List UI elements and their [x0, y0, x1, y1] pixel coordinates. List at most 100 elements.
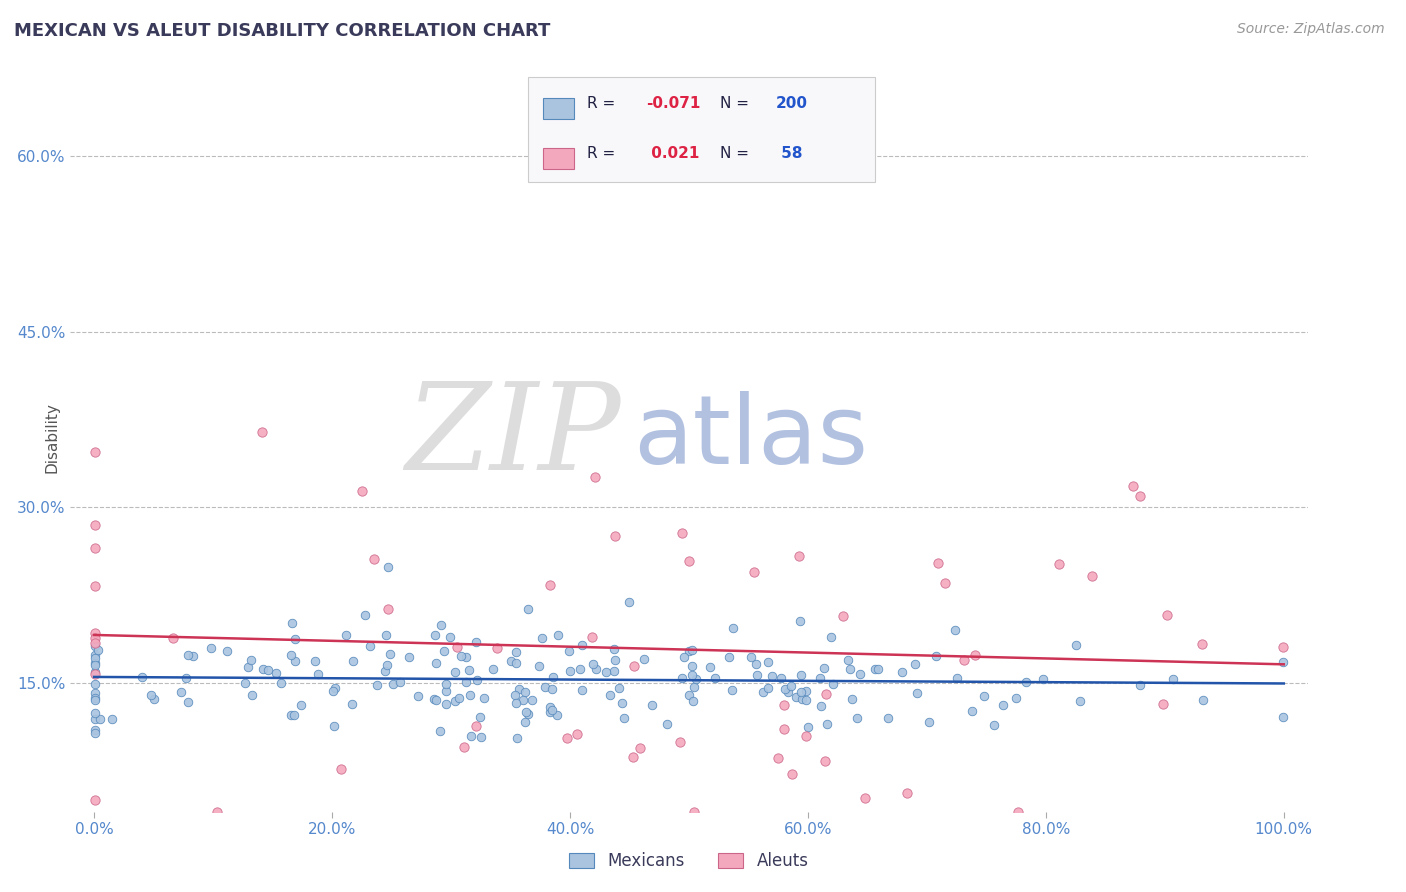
Point [641, 698, 664, 712]
Text: 200: 200 [776, 96, 807, 112]
Point [1192, 693, 1215, 707]
Text: atlas: atlas [633, 391, 869, 483]
Point [1122, 479, 1144, 493]
Text: R =: R = [588, 96, 620, 112]
Point [721, 683, 744, 698]
Point [84, 626, 107, 640]
Point [176, 695, 198, 709]
Point [374, 664, 396, 678]
Point [905, 686, 928, 700]
Point [446, 640, 468, 654]
Point [170, 685, 193, 699]
Point [377, 560, 399, 574]
Point [84, 650, 107, 665]
Point [250, 425, 273, 439]
Point [934, 576, 956, 591]
Point [794, 730, 817, 744]
Point [1271, 655, 1294, 669]
Point [374, 628, 396, 642]
Point [821, 677, 844, 691]
Point [434, 684, 457, 698]
Point [789, 668, 811, 682]
Point [761, 669, 783, 683]
Point [1069, 693, 1091, 707]
Point [678, 688, 700, 702]
Point [84, 665, 107, 679]
Point [240, 652, 263, 666]
Point [699, 659, 721, 673]
Point [84, 723, 107, 738]
Point [837, 653, 859, 667]
Point [503, 688, 526, 702]
Point [607, 681, 630, 695]
Y-axis label: Disability: Disability [44, 401, 59, 473]
Point [84, 631, 107, 645]
Point [84, 712, 107, 726]
Point [547, 628, 569, 642]
Point [284, 653, 307, 667]
Point [772, 698, 794, 712]
Point [717, 650, 740, 665]
Point [290, 698, 312, 713]
Point [1152, 698, 1174, 712]
Point [671, 526, 693, 541]
Point [280, 648, 302, 662]
Point [378, 647, 401, 661]
Point [307, 667, 329, 681]
Point [84, 518, 107, 533]
Point [1066, 638, 1088, 652]
Point [568, 662, 591, 676]
Point [465, 635, 488, 649]
Point [810, 699, 832, 714]
Point [814, 754, 837, 768]
Point [520, 692, 543, 706]
Point [398, 650, 420, 665]
Point [582, 657, 605, 671]
Point [778, 684, 800, 698]
Point [681, 642, 703, 657]
Point [505, 656, 527, 670]
Point [813, 661, 835, 675]
Point [792, 691, 814, 706]
Point [101, 712, 124, 726]
Point [789, 614, 811, 628]
Point [540, 681, 562, 696]
Point [853, 791, 876, 805]
Text: R =: R = [588, 146, 620, 161]
Point [973, 689, 995, 703]
Text: -0.071: -0.071 [645, 96, 700, 112]
Text: Source: ZipAtlas.com: Source: ZipAtlas.com [1237, 22, 1385, 37]
Point [678, 554, 700, 568]
Point [513, 714, 536, 729]
Bar [543, 148, 574, 169]
Point [540, 703, 562, 717]
Point [84, 541, 107, 556]
Point [603, 642, 626, 657]
Point [84, 706, 107, 721]
Point [433, 644, 456, 658]
Point [84, 726, 107, 740]
Point [284, 632, 307, 647]
Point [200, 640, 222, 655]
Point [531, 631, 554, 645]
Point [516, 706, 538, 721]
Point [605, 528, 627, 542]
Point [794, 693, 817, 707]
Point [377, 602, 399, 616]
Point [240, 689, 263, 703]
Point [1047, 557, 1070, 571]
Point [685, 672, 707, 686]
Point [281, 616, 304, 631]
Point [904, 657, 927, 671]
Point [605, 653, 627, 667]
Point [769, 671, 792, 685]
Point [512, 693, 534, 707]
Point [790, 684, 813, 698]
Point [430, 618, 453, 632]
Point [963, 648, 986, 662]
Point [1271, 640, 1294, 654]
Point [703, 672, 725, 686]
Point [815, 716, 838, 731]
Point [450, 648, 472, 663]
Point [84, 667, 107, 681]
